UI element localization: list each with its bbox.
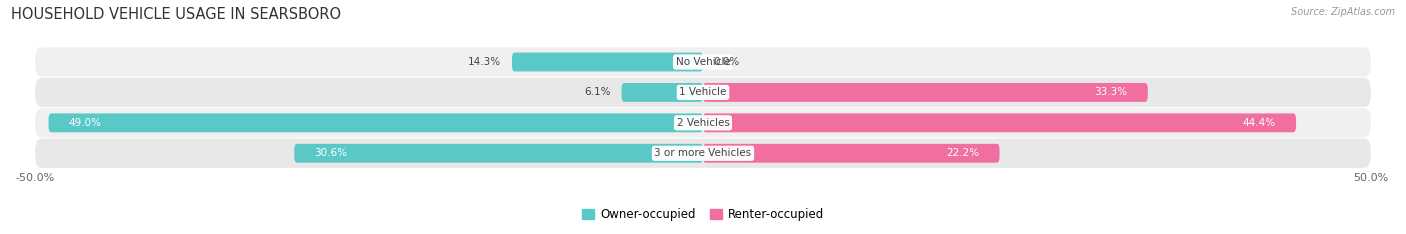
- Text: 44.4%: 44.4%: [1243, 118, 1277, 128]
- Legend: Owner-occupied, Renter-occupied: Owner-occupied, Renter-occupied: [578, 203, 828, 226]
- Text: 33.3%: 33.3%: [1095, 88, 1128, 97]
- FancyBboxPatch shape: [35, 48, 1371, 77]
- Text: 1 Vehicle: 1 Vehicle: [679, 88, 727, 97]
- Text: No Vehicle: No Vehicle: [675, 57, 731, 67]
- FancyBboxPatch shape: [703, 144, 1000, 163]
- Text: 22.2%: 22.2%: [946, 148, 980, 158]
- Text: 3 or more Vehicles: 3 or more Vehicles: [654, 148, 752, 158]
- FancyBboxPatch shape: [35, 108, 1371, 137]
- FancyBboxPatch shape: [294, 144, 703, 163]
- Text: 49.0%: 49.0%: [69, 118, 101, 128]
- FancyBboxPatch shape: [35, 139, 1371, 168]
- Text: 14.3%: 14.3%: [468, 57, 502, 67]
- FancyBboxPatch shape: [703, 113, 1296, 132]
- Text: 30.6%: 30.6%: [315, 148, 347, 158]
- FancyBboxPatch shape: [621, 83, 703, 102]
- Text: 6.1%: 6.1%: [585, 88, 610, 97]
- FancyBboxPatch shape: [703, 83, 1147, 102]
- FancyBboxPatch shape: [35, 78, 1371, 107]
- Text: HOUSEHOLD VEHICLE USAGE IN SEARSBORO: HOUSEHOLD VEHICLE USAGE IN SEARSBORO: [11, 7, 342, 22]
- Text: Source: ZipAtlas.com: Source: ZipAtlas.com: [1291, 7, 1395, 17]
- FancyBboxPatch shape: [48, 113, 703, 132]
- Text: 2 Vehicles: 2 Vehicles: [676, 118, 730, 128]
- Text: 0.0%: 0.0%: [714, 57, 740, 67]
- FancyBboxPatch shape: [512, 53, 703, 71]
